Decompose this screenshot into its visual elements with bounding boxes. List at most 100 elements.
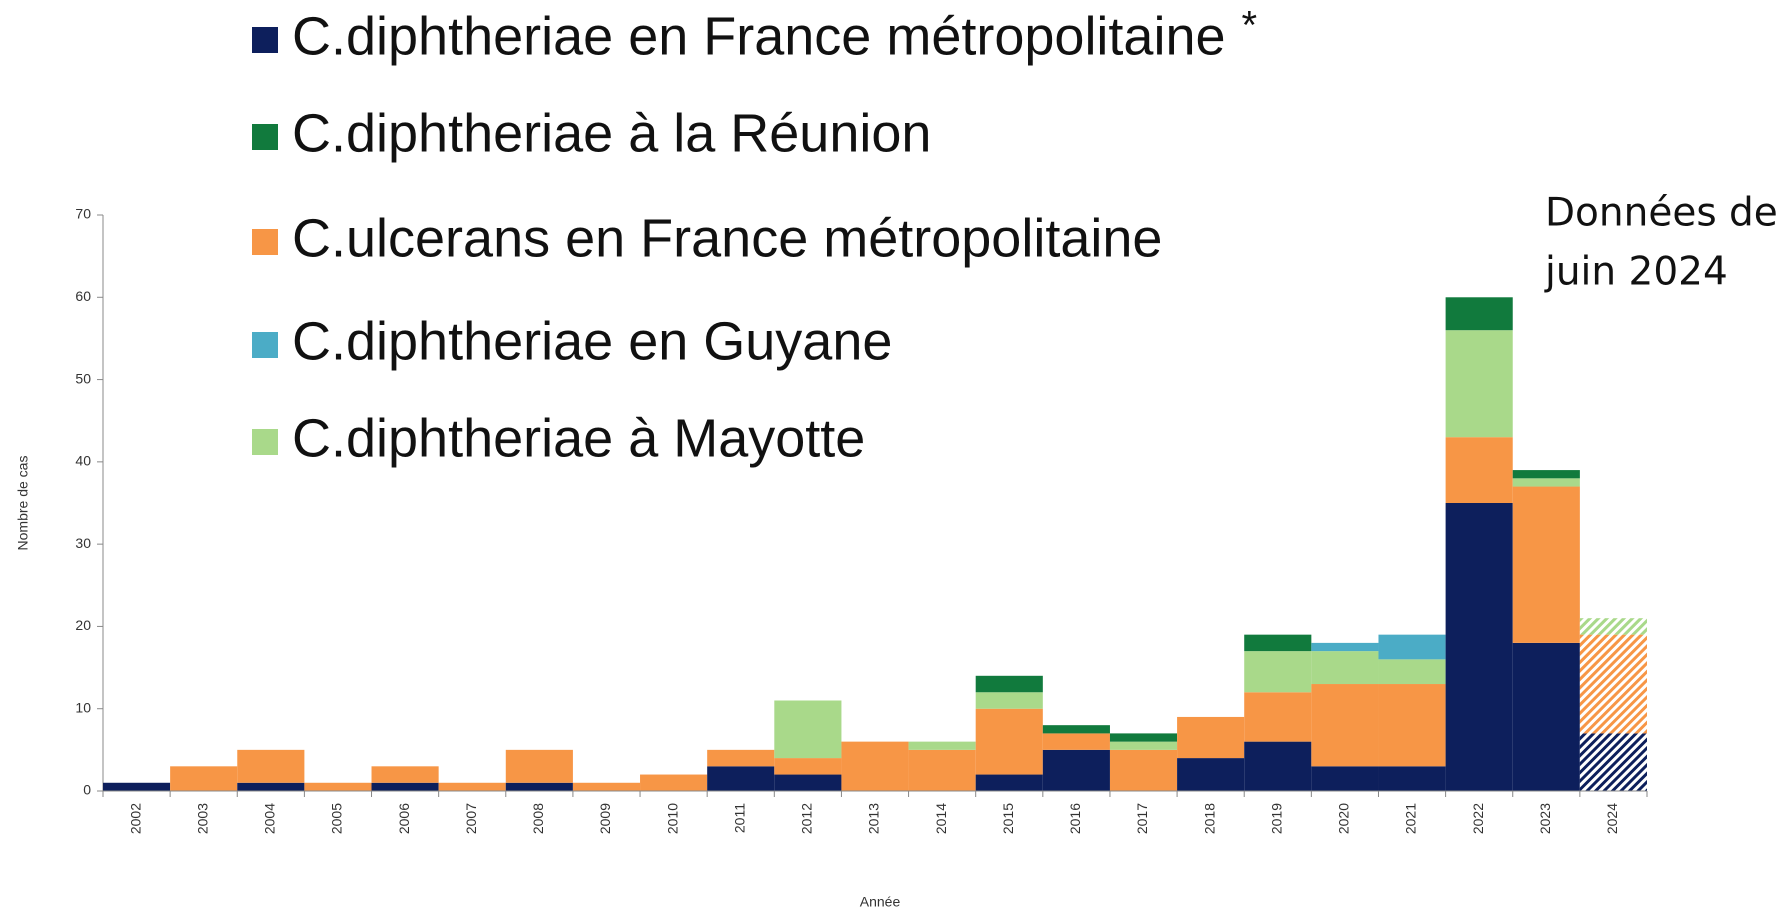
bar-segment (1378, 659, 1446, 685)
x-tick-label: 2006 (396, 803, 412, 834)
bar-segment (1378, 684, 1446, 767)
y-tick-label: 60 (75, 288, 91, 304)
bar-segment (1445, 297, 1513, 331)
bar-segment (1244, 741, 1312, 791)
bar-segment (1512, 478, 1580, 487)
x-tick-label: 2008 (530, 803, 546, 834)
x-axis-label: Année (860, 894, 901, 910)
bar-segment (1378, 634, 1446, 660)
bar-segment (841, 741, 909, 791)
bar-segment (237, 782, 305, 791)
bar-segment (371, 766, 439, 783)
x-tick-label: 2016 (1067, 803, 1083, 834)
bar-segment (1244, 651, 1312, 693)
bar-segment (1311, 684, 1379, 767)
x-tick-label: 2019 (1268, 803, 1284, 834)
bar-segment (975, 692, 1043, 709)
bar-segment (1512, 642, 1580, 791)
y-tick-label: 20 (75, 617, 91, 633)
bar-segment (774, 774, 842, 791)
legend-label: C.diphtheriae à la Réunion (292, 103, 931, 163)
bar-segment (1042, 749, 1110, 791)
legend-swatch (252, 229, 278, 255)
x-tick-label: 2011 (731, 803, 747, 833)
x-tick-label: 2021 (1403, 803, 1419, 834)
legend-swatch (252, 124, 278, 150)
bar-segment (1579, 618, 1647, 635)
x-tick-label: 2010 (664, 803, 680, 834)
legend-label: C.diphtheriae en Guyane (292, 311, 892, 371)
annotation: Données de (1545, 191, 1778, 236)
bar-segment (1311, 642, 1379, 652)
bar-segment (1042, 733, 1110, 750)
bar-segment (1109, 733, 1178, 742)
bar-segment (170, 766, 238, 791)
y-axis-label: Nombre de cas (15, 456, 31, 551)
y-tick-label: 50 (75, 370, 91, 386)
legend-label: C.diphtheriae en France métropolitaine (292, 6, 1226, 66)
legend-swatch (252, 332, 278, 358)
x-tick-label: 2002 (127, 803, 143, 834)
y-tick-label: 0 (83, 782, 91, 798)
x-tick-label: 2005 (329, 803, 345, 834)
bar-segment (1378, 766, 1446, 791)
x-tick-label: 2024 (1604, 803, 1620, 834)
y-tick-label: 40 (75, 453, 91, 469)
bar-segment (1042, 725, 1110, 734)
bar-segment (103, 782, 171, 791)
bar-segment (572, 782, 641, 791)
bar-segment (640, 774, 708, 791)
bar-segment (1512, 470, 1580, 479)
bar-segment (1445, 330, 1513, 438)
bar-segment (975, 708, 1043, 775)
x-tick-label: 2018 (1201, 803, 1217, 834)
bar-segment (304, 782, 372, 791)
y-tick-label: 30 (75, 535, 91, 551)
x-tick-label: 2022 (1470, 803, 1486, 834)
bar-segment (1109, 741, 1178, 750)
bar-segment (1311, 766, 1379, 791)
annotation: juin 2024 (1544, 250, 1728, 295)
bar-segment (1244, 692, 1312, 742)
bar-segment (505, 749, 573, 783)
bar-segment (1244, 634, 1312, 652)
bar-segment (707, 749, 775, 767)
x-tick-label: 2015 (1000, 803, 1016, 834)
bar-segment (908, 749, 976, 791)
bar-segment (505, 782, 573, 791)
bar-segment (1109, 749, 1178, 791)
legend-label: C.diphtheriae à Mayotte (292, 408, 865, 468)
bar-segment (1512, 486, 1580, 643)
bar-segment (1445, 437, 1513, 503)
bar-segment (908, 741, 976, 750)
bar-segment (774, 700, 842, 759)
x-tick-label: 2023 (1537, 803, 1553, 834)
bar-segment (774, 758, 842, 775)
x-tick-label: 2017 (1134, 803, 1150, 834)
legend-swatch (252, 27, 278, 53)
legend-swatch (252, 429, 278, 455)
bar-segment (237, 749, 305, 783)
bar-segment (1579, 733, 1647, 791)
x-tick-label: 2009 (597, 803, 613, 834)
bar-segment (1311, 651, 1379, 685)
x-tick-label: 2014 (933, 803, 949, 834)
x-tick-label: 2003 (194, 803, 210, 834)
x-tick-label: 2007 (463, 803, 479, 834)
y-tick-label: 10 (75, 699, 91, 715)
bar-segment (438, 782, 506, 791)
bar-segment (1177, 716, 1245, 759)
bar-segment (371, 782, 439, 791)
bar-segment (1579, 634, 1647, 734)
x-tick-label: 2004 (262, 803, 278, 834)
legend-label: C.ulcerans en France métropolitaine (292, 208, 1162, 268)
x-tick-label: 2012 (799, 803, 815, 834)
bar-segment (1445, 503, 1513, 791)
bar-segment (975, 675, 1043, 693)
x-tick-label: 2020 (1336, 803, 1352, 834)
y-tick-label: 70 (75, 206, 91, 222)
x-tick-label: 2013 (866, 803, 882, 834)
legend-note: * (1242, 4, 1258, 48)
bar-segment (1177, 758, 1245, 791)
